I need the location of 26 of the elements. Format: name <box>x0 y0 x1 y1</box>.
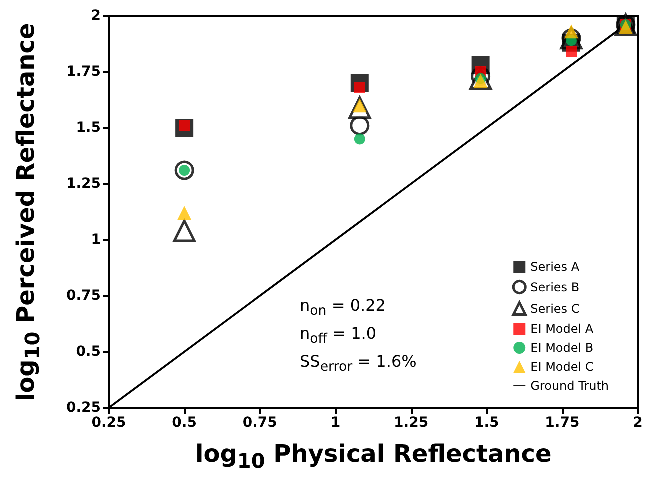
y-tick-label: 1.5 <box>76 120 101 136</box>
legend-label: EI Model B <box>530 341 594 355</box>
legend-label: Series B <box>530 280 580 294</box>
y-tick-label: 1.75 <box>66 64 101 80</box>
annotation: SS$_{error}$ = 1.6% <box>300 351 417 378</box>
x-axis-title: log$_{10}$ Physical Reflectance <box>196 440 552 473</box>
y-tick-label: 0.75 <box>66 288 101 304</box>
x-tick-label: 0.5 <box>172 415 197 431</box>
x-tick-label: 1 <box>330 415 341 431</box>
legend-label: Ground Truth <box>530 379 610 393</box>
x-tick-label: 1.25 <box>394 415 429 431</box>
y-tick-label: 0.25 <box>66 400 101 416</box>
y-tick-label: 1 <box>91 232 101 248</box>
y-tick-label: 2 <box>91 8 101 24</box>
legend-label: EI Model A <box>530 322 594 336</box>
x-tick-label: 0.75 <box>242 415 278 431</box>
x-tick-label: 1.5 <box>474 415 500 431</box>
y-tick-label: 0.5 <box>76 344 101 360</box>
legend-label: Series C <box>530 302 580 316</box>
legend-label: EI Model C <box>530 360 594 374</box>
x-tick-label: 1.75 <box>545 415 580 431</box>
annotation: n$_{off}$ = 1.0 <box>300 323 378 350</box>
annotation: n$_{on}$ = 0.22 <box>300 295 387 322</box>
x-tick-label: 2 <box>633 415 643 431</box>
y-tick-label: 1.25 <box>66 176 101 192</box>
legend-label: Series A <box>530 260 580 274</box>
